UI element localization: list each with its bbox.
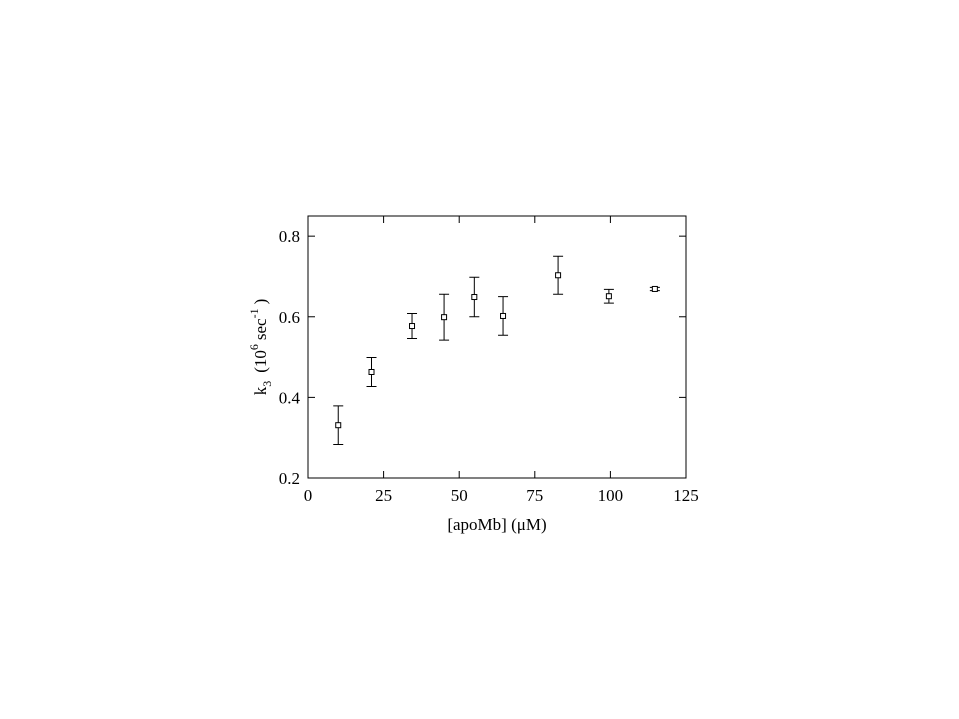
point [471, 294, 478, 301]
x-axis-label: [apoMb] (μM) [447, 515, 546, 534]
y-label-part: k [251, 386, 270, 395]
y-label-part: -1 [247, 308, 261, 318]
point [605, 293, 612, 300]
x-tick-label: 125 [673, 486, 699, 505]
plot-frame [307, 215, 687, 479]
y-tick-label: 0.6 [279, 308, 300, 327]
x-tick-label: 0 [304, 486, 313, 505]
x-tick-label: 50 [451, 486, 468, 505]
y-label-part: sec [251, 318, 270, 340]
y-axis-label-text: k3 (106 sec-1) [247, 299, 274, 396]
y-label-part: 3 [260, 381, 274, 387]
point [651, 285, 658, 292]
x-tick-label: 25 [375, 486, 392, 505]
x-tick-label: 75 [526, 486, 543, 505]
y-label-part: ) [251, 299, 270, 305]
y-label-part: 6 [247, 344, 261, 350]
y-tick-label: 0.4 [279, 388, 301, 407]
y-tick-label: 0.2 [279, 469, 300, 488]
point [441, 314, 448, 321]
point [335, 422, 342, 429]
y-axis-label: k3 (106 sec-1) [247, 299, 274, 396]
point [555, 272, 562, 279]
y-label-part: (10 [251, 350, 270, 373]
point [500, 312, 507, 319]
point [409, 323, 416, 330]
point [368, 368, 375, 375]
y-tick-label: 0.8 [279, 227, 300, 246]
x-tick-label: 100 [598, 486, 624, 505]
